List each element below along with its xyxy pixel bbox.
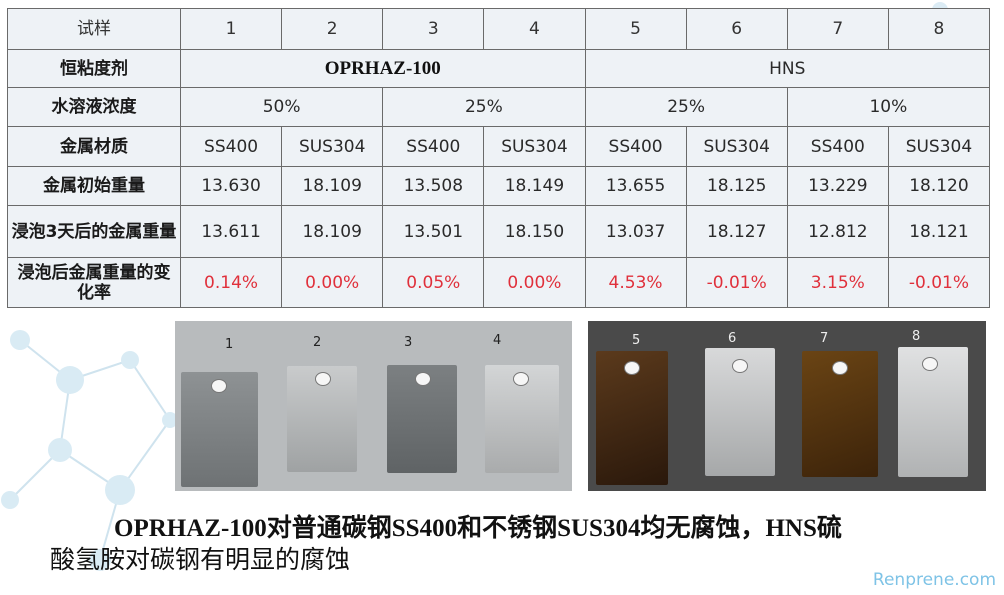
plate-hole bbox=[922, 357, 938, 371]
product-b-cell: HNS bbox=[584, 49, 990, 88]
material-cell: SS400 bbox=[584, 126, 687, 167]
sample-label: 2 bbox=[313, 335, 322, 350]
after-weight-cell: 18.109 bbox=[281, 205, 384, 258]
sample-label: 8 bbox=[912, 329, 921, 344]
corrosion-test-table: 试样 1 2 3 4 5 6 7 8 恒粘度剂 OPRHAZ-100 HNS 水… bbox=[7, 8, 991, 308]
table-row-after-weight: 浸泡3天后的金属重量 13.611 18.109 13.501 18.150 1… bbox=[7, 205, 991, 258]
row-header-after-weight: 浸泡3天后的金属重量 bbox=[7, 205, 181, 258]
sample-photo-5-8: 5 6 7 8 bbox=[588, 321, 986, 491]
sample-label: 6 bbox=[728, 331, 737, 346]
sample-number-cell: 6 bbox=[685, 8, 788, 50]
sample-label: 4 bbox=[493, 333, 502, 348]
concentration-cell: 25% bbox=[584, 87, 788, 127]
caption-line-1: OPRHAZ-100对普通碳钢SS400和不锈钢SUS304均无腐蚀，HNS硫 bbox=[114, 515, 842, 542]
change-rate-cell: 4.53% bbox=[584, 257, 687, 308]
concentration-cell: 10% bbox=[786, 87, 991, 127]
sample-label: 7 bbox=[820, 331, 829, 346]
table-row-change-rate: 浸泡后金属重量的变化率 0.14% 0.00% 0.05% 0.00% 4.53… bbox=[7, 257, 991, 308]
initial-weight-cell: 18.149 bbox=[483, 166, 586, 206]
row-header-change-rate: 浸泡后金属重量的变化率 bbox=[7, 257, 181, 308]
table-row-concentration: 水溶液浓度 50% 25% 25% 10% bbox=[7, 87, 991, 127]
sample-number-cell: 4 bbox=[483, 8, 586, 50]
after-weight-cell: 13.611 bbox=[179, 205, 283, 258]
material-cell: SUS304 bbox=[483, 126, 586, 167]
plate-hole bbox=[513, 372, 529, 386]
site-watermark: Renprene.com bbox=[872, 570, 996, 590]
sample-number-cell: 7 bbox=[786, 8, 889, 50]
material-cell: SS400 bbox=[179, 126, 283, 167]
initial-weight-cell: 18.125 bbox=[685, 166, 788, 206]
initial-weight-cell: 18.120 bbox=[887, 166, 991, 206]
material-cell: SUS304 bbox=[887, 126, 991, 167]
material-cell: SS400 bbox=[382, 126, 485, 167]
material-cell: SUS304 bbox=[685, 126, 788, 167]
initial-weight-cell: 18.109 bbox=[281, 166, 384, 206]
sample-label: 5 bbox=[632, 333, 641, 348]
concentration-cell: 50% bbox=[179, 87, 384, 127]
plate-hole bbox=[624, 361, 640, 375]
change-rate-cell: 0.05% bbox=[382, 257, 485, 308]
table-row-initial-weight: 金属初始重量 13.630 18.109 13.508 18.149 13.65… bbox=[7, 166, 991, 206]
table-row-samples: 试样 1 2 3 4 5 6 7 8 bbox=[7, 8, 991, 50]
initial-weight-cell: 13.229 bbox=[786, 166, 889, 206]
row-header-concentration: 水溶液浓度 bbox=[7, 87, 181, 127]
sample-label: 1 bbox=[225, 337, 234, 352]
sample-number-cell: 8 bbox=[887, 8, 991, 50]
material-cell: SUS304 bbox=[281, 126, 384, 167]
table-row-thickener: 恒粘度剂 OPRHAZ-100 HNS bbox=[7, 49, 990, 88]
plate-hole bbox=[415, 372, 431, 386]
initial-weight-cell: 13.630 bbox=[179, 166, 283, 206]
caption-line-2: 酸氢胺对碳钢有明显的腐蚀 bbox=[50, 547, 351, 574]
material-cell: SS400 bbox=[786, 126, 889, 167]
table-row-material: 金属材质 SS400 SUS304 SS400 SUS304 SS400 SUS… bbox=[7, 126, 991, 167]
row-header-material: 金属材质 bbox=[7, 126, 181, 167]
concentration-cell: 25% bbox=[382, 87, 586, 127]
change-rate-cell: 0.00% bbox=[281, 257, 384, 308]
change-rate-cell: 3.15% bbox=[786, 257, 889, 308]
initial-weight-cell: 13.508 bbox=[382, 166, 485, 206]
row-header-sample: 试样 bbox=[7, 8, 181, 50]
change-rate-cell: -0.01% bbox=[887, 257, 991, 308]
change-rate-cell: 0.00% bbox=[483, 257, 586, 308]
after-weight-cell: 18.121 bbox=[887, 205, 991, 258]
sample-number-cell: 2 bbox=[281, 8, 384, 50]
after-weight-cell: 18.150 bbox=[483, 205, 586, 258]
plate-hole bbox=[315, 372, 331, 386]
sample-label: 3 bbox=[404, 335, 413, 350]
row-header-thickener: 恒粘度剂 bbox=[7, 49, 181, 88]
sample-number-cell: 5 bbox=[584, 8, 687, 50]
initial-weight-cell: 13.655 bbox=[584, 166, 687, 206]
after-weight-cell: 12.812 bbox=[786, 205, 889, 258]
plate-hole bbox=[732, 359, 748, 373]
sample-number-cell: 1 bbox=[179, 8, 283, 50]
after-weight-cell: 13.501 bbox=[382, 205, 485, 258]
sample-number-cell: 3 bbox=[382, 8, 485, 50]
conclusion-caption: OPRHAZ-100对普通碳钢SS400和不锈钢SUS304均无腐蚀，HNS硫 … bbox=[50, 513, 970, 577]
after-weight-cell: 13.037 bbox=[584, 205, 687, 258]
plate-hole bbox=[211, 379, 227, 393]
product-a-cell: OPRHAZ-100 bbox=[180, 49, 586, 88]
plate-hole bbox=[832, 361, 848, 375]
change-rate-cell: 0.14% bbox=[179, 257, 283, 308]
sample-photo-1-4: 1 2 3 4 bbox=[175, 321, 572, 491]
change-rate-cell: -0.01% bbox=[685, 257, 788, 308]
after-weight-cell: 18.127 bbox=[685, 205, 788, 258]
row-header-initial-weight: 金属初始重量 bbox=[7, 166, 181, 206]
molecule-background-decoration bbox=[1, 330, 178, 571]
